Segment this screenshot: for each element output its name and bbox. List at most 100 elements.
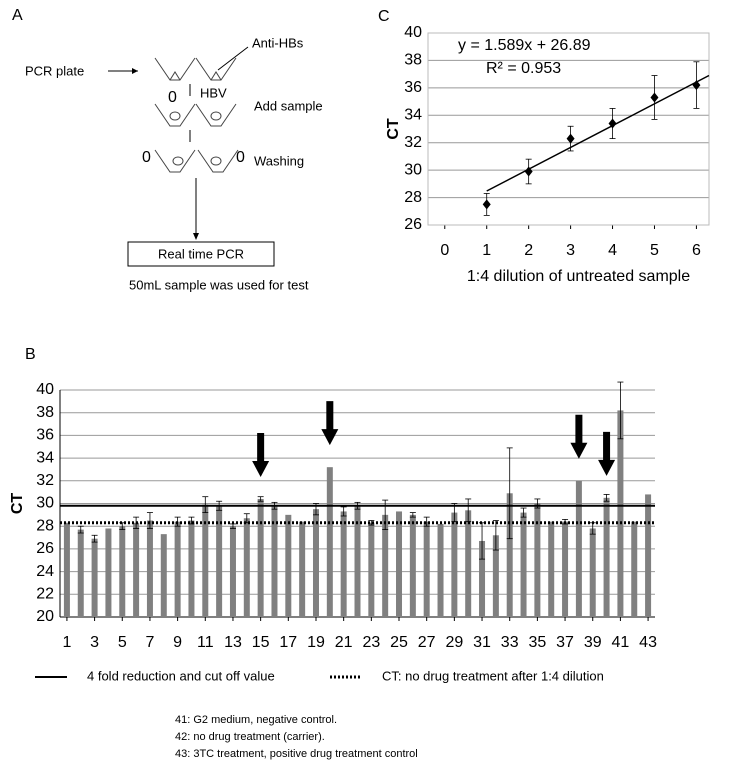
bar [603,497,610,617]
note: 42: no drug treatment (carrier). [175,731,325,743]
bar [133,522,140,617]
x-tick-label: 2 [524,242,533,259]
bar [91,538,98,617]
bar [562,521,569,617]
bar [589,528,596,617]
x-tick-label: 23 [362,634,380,651]
y-tick-label: 36 [404,79,422,96]
y-tick-label: 40 [36,381,54,398]
bar [160,534,167,617]
arrow [321,401,339,446]
bar [354,505,361,617]
bar [368,522,375,617]
x-tick-label: 33 [501,634,519,651]
bar [396,511,403,617]
y-tick-label: 40 [404,24,422,41]
bar [326,467,333,617]
data-point [608,118,617,129]
data-point [482,199,491,210]
caption: 50mL sample was used for test [129,277,309,292]
y-tick-label: 28 [36,517,54,534]
wells-row-3 [154,149,239,173]
x-axis-label: 1:4 dilution of untreated sample [467,268,690,285]
bar [285,514,292,617]
arrow-head [193,233,199,240]
panel-label: C [378,8,390,25]
x-tick-label: 41 [612,634,630,651]
arrow [252,432,270,477]
bar [77,529,84,617]
x-tick-label: 9 [173,634,182,651]
bar [243,518,250,617]
x-tick-label: 4 [608,242,617,259]
x-tick-label: 15 [252,634,270,651]
x-tick-label: 17 [279,634,297,651]
x-tick-label: 1 [62,634,71,651]
panel-label: B [25,346,36,363]
y-tick-label: 28 [404,189,422,206]
well [195,103,237,127]
legend-label: CT: no drug treatment after 1:4 dilution [382,668,604,683]
x-tick-label: 27 [418,634,436,651]
well [154,149,196,173]
bar [229,526,236,617]
x-tick-label: 1 [482,242,491,259]
y-tick-label: 30 [404,161,422,178]
bar [575,480,582,617]
bar [617,410,624,617]
bar [312,509,319,617]
y-tick-label: 26 [404,216,422,233]
bar [451,512,458,617]
bar [423,521,430,617]
arrow [217,46,249,71]
bar [548,521,555,617]
x-tick-label: 11 [197,634,214,651]
r-squared: R² = 0.953 [486,60,561,77]
bar [119,526,126,617]
y-tick-label: 20 [36,608,54,625]
data-point [524,166,533,177]
step-label: Add sample [254,98,323,113]
x-tick-label: 13 [224,634,242,651]
x-tick-label: 7 [145,634,154,651]
x-tick-label: 31 [473,634,491,651]
well [154,57,196,81]
x-tick-label: 25 [390,634,408,651]
bar [340,511,347,617]
bar [437,523,444,617]
bar [645,494,652,617]
bead [169,111,181,121]
panel-label: A [12,7,23,24]
bar [146,520,153,617]
virus-label: HBV [200,85,227,100]
bar [63,522,70,617]
plate-label: PCR plate [25,63,84,78]
x-tick-label: 43 [639,634,657,651]
x-tick-label: 5 [118,634,127,651]
y-tick-label: 38 [404,52,422,69]
y-tick-label: 30 [36,495,54,512]
bar [216,505,223,617]
y-axis-label: CT [385,118,402,140]
box [127,241,275,267]
well [195,57,237,81]
y-tick-label: 36 [36,427,54,444]
y-tick-label: 26 [36,540,54,557]
well [197,149,239,173]
trendline [486,74,710,192]
x-tick-label: 3 [566,242,575,259]
x-tick-label: 0 [440,242,449,259]
bar [479,540,486,617]
y-tick-label: 24 [36,563,54,580]
arrow [570,414,588,459]
data-point [692,80,701,91]
x-tick-label: 29 [445,634,463,651]
arrow [598,431,616,476]
bar [105,528,112,617]
detection-label: Real time PCR [158,246,244,261]
marker: 0 [168,89,177,106]
plot-frame [427,32,710,226]
bar [299,521,306,617]
